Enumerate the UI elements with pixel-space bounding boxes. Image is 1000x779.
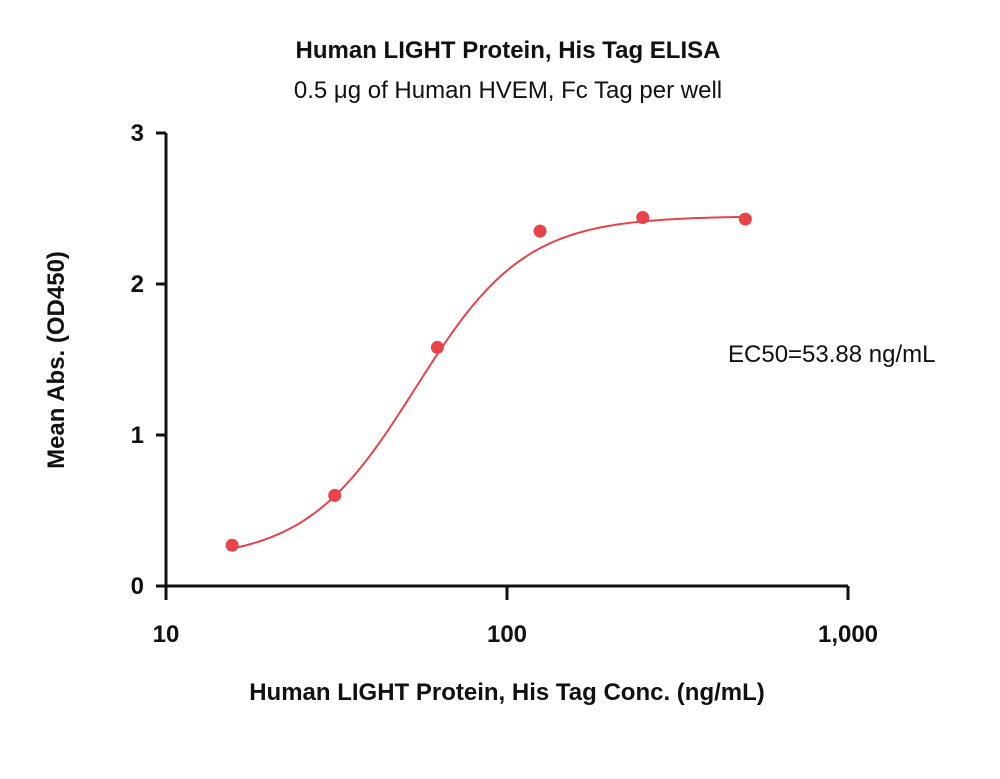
data-point <box>636 211 650 225</box>
fit-curve <box>231 215 746 550</box>
data-points <box>225 211 752 552</box>
x-tick-label: 100 <box>487 621 527 648</box>
y-axis-label: Mean Abs. (OD450) <box>43 251 70 469</box>
x-tick-label: 1,000 <box>818 621 878 648</box>
ec50-annotation: EC50=53.88 ng/mL <box>728 341 935 368</box>
x-ticks: 10 100 1,000 <box>153 586 878 648</box>
x-tick-label: 10 <box>153 621 180 648</box>
y-tick-label: 3 <box>131 120 144 147</box>
x-axis-label: Human LIGHT Protein, His Tag Conc. (ng/m… <box>249 679 765 706</box>
data-point <box>738 212 752 226</box>
data-point <box>533 224 547 238</box>
y-tick-label: 0 <box>131 573 144 600</box>
chart-title: Human LIGHT Protein, His Tag ELISA <box>296 37 721 64</box>
chart-subtitle: 0.5 μg of Human HVEM, Fc Tag per well <box>294 77 722 104</box>
y-tick-label: 2 <box>131 271 144 298</box>
x-axis: 10 100 1,000 <box>153 584 878 648</box>
y-tick-label: 1 <box>131 422 144 449</box>
data-point <box>328 488 342 502</box>
y-axis: 0 1 2 3 <box>131 120 168 600</box>
data-point <box>225 538 239 552</box>
data-point <box>430 340 444 354</box>
y-ticks: 0 1 2 3 <box>131 120 166 600</box>
